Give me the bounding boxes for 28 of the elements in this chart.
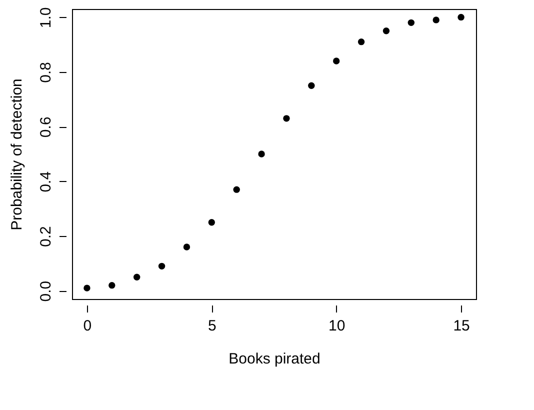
x-tick-label: 0 bbox=[83, 318, 92, 334]
point bbox=[382, 28, 390, 34]
y-tick-label: 1.0 bbox=[38, 7, 54, 28]
y-tick-label: 0.0 bbox=[38, 280, 54, 302]
point bbox=[358, 38, 365, 46]
point bbox=[108, 282, 116, 289]
y-tick-label: 0.6 bbox=[38, 116, 54, 138]
point bbox=[208, 219, 216, 226]
point bbox=[84, 284, 90, 292]
x-tick-label: 5 bbox=[208, 318, 216, 334]
point bbox=[283, 115, 290, 122]
y-axis-title: Probability of detection bbox=[8, 78, 26, 230]
x-axis-title: Books pirated bbox=[228, 350, 320, 368]
point bbox=[258, 150, 265, 158]
point bbox=[158, 262, 166, 270]
point bbox=[183, 244, 190, 250]
point bbox=[233, 186, 240, 193]
point bbox=[432, 16, 440, 24]
point bbox=[408, 19, 415, 26]
y-tick-label: 0.2 bbox=[38, 226, 54, 248]
y-tick-label: 0.8 bbox=[38, 62, 54, 83]
y-tick-label: 0.4 bbox=[38, 171, 54, 192]
x-tick-label: 15 bbox=[453, 318, 470, 334]
point bbox=[332, 58, 340, 64]
point bbox=[133, 274, 140, 280]
point bbox=[458, 14, 464, 21]
x-tick-label: 10 bbox=[328, 318, 346, 334]
point bbox=[308, 82, 315, 89]
